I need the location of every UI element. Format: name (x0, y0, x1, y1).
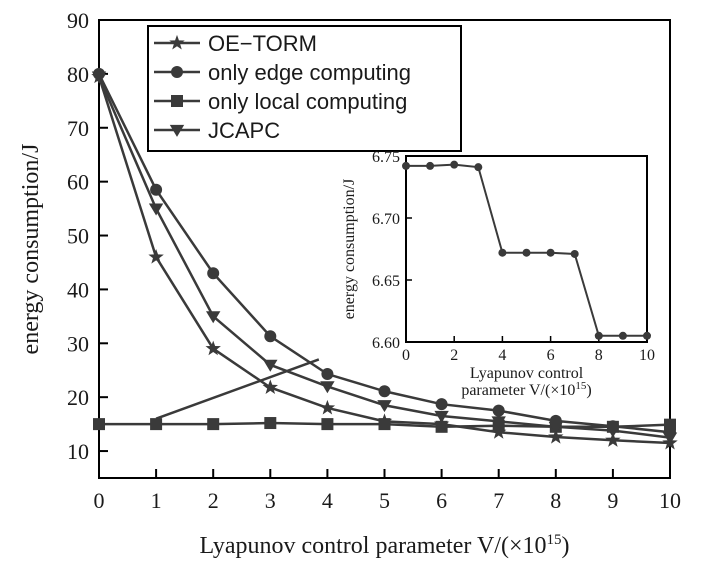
data-point (207, 267, 220, 280)
inset-data-point (570, 249, 579, 258)
y-tick-label: 90 (67, 8, 89, 33)
legend-label: JCAPC (208, 118, 280, 143)
data-point (264, 417, 277, 430)
x-tick-label: 10 (659, 488, 681, 513)
x-tick-label: 5 (379, 488, 390, 513)
legend-label: only local computing (208, 89, 407, 114)
inset-data-point (618, 331, 627, 340)
x-tick-label: 1 (151, 488, 162, 513)
data-point (434, 410, 449, 423)
legend-label: OE−TORM (208, 31, 317, 56)
inset-data-point (474, 163, 483, 172)
inset-x-tick-label: 4 (498, 347, 506, 364)
inset-x-tick-label: 2 (450, 347, 458, 364)
inset-x-axis-title-superscript: 15 (575, 380, 587, 392)
legend-marker (171, 95, 183, 107)
inset-data-point (498, 248, 507, 257)
data-point (206, 311, 221, 324)
data-point (548, 421, 563, 434)
inset-data-point (426, 161, 435, 170)
y-tick-label: 10 (67, 439, 89, 464)
legend-marker (171, 66, 183, 78)
data-point (264, 330, 277, 343)
x-tick-label: 9 (607, 488, 618, 513)
legend-marker (169, 34, 185, 50)
inset-y-axis-title: energy consumption/J (341, 179, 358, 320)
inset-x-tick-label: 6 (547, 347, 555, 364)
x-axis-title: Lyapunov control parameter V/(×1015) (200, 532, 570, 559)
data-point (320, 381, 335, 394)
inset-data-point (450, 160, 459, 169)
inset-y-tick-label: 6.60 (372, 335, 400, 352)
data-point (321, 418, 334, 431)
legend-box (147, 25, 462, 152)
y-tick-label: 70 (67, 116, 89, 141)
x-tick-label: 2 (208, 488, 219, 513)
inset-y-tick-label: 6.65 (372, 273, 400, 290)
inset-x-axis-title-close: ) (586, 382, 591, 399)
inset-data-point (643, 331, 651, 340)
inset-x-axis-title-text: parameter V/(×10 (461, 382, 575, 399)
inset-x-axis-title-line1: Lyapunov control (470, 365, 584, 382)
data-point (378, 385, 391, 398)
inset-pointer-line (155, 358, 320, 420)
x-tick-label: 8 (550, 488, 561, 513)
data-point (378, 418, 391, 431)
inset-data-point (402, 161, 410, 170)
inset-data-point (594, 331, 603, 340)
y-tick-label: 30 (67, 331, 89, 356)
data-point (148, 203, 164, 216)
data-point (150, 418, 163, 431)
data-point (148, 248, 164, 264)
inset-x-tick-label: 8 (595, 347, 603, 364)
y-tick-label: 40 (67, 277, 89, 302)
y-tick-label: 60 (67, 170, 89, 195)
data-point (321, 368, 334, 381)
inset-data-point (522, 248, 531, 257)
inset-y-tick-label: 6.70 (372, 211, 400, 228)
data-point (548, 428, 564, 444)
data-point (150, 183, 163, 196)
y-tick-label: 50 (67, 224, 89, 249)
data-point (205, 340, 221, 356)
inset-data-point (546, 248, 555, 257)
data-point (435, 420, 448, 433)
data-point (605, 432, 621, 447)
inset-x-tick-label: 0 (402, 347, 410, 364)
x-tick-label: 7 (493, 488, 504, 513)
data-point (664, 418, 676, 431)
data-point (262, 379, 278, 395)
x-axis-title-superscript: 15 (547, 532, 562, 548)
x-tick-label: 3 (265, 488, 276, 513)
y-tick-label: 80 (67, 62, 89, 87)
x-axis-title-close: ) (562, 533, 570, 559)
x-axis-title-text: Lyapunov control parameter V/(×10 (200, 533, 547, 559)
data-point (207, 418, 220, 431)
y-axis-title: energy consumption/J (18, 144, 44, 355)
data-point (93, 418, 105, 431)
y-tick-label: 20 (67, 385, 89, 410)
inset-x-tick-label: 10 (639, 347, 655, 364)
data-point (263, 359, 278, 372)
x-tick-label: 0 (94, 488, 105, 513)
data-point (319, 399, 336, 415)
x-tick-label: 6 (436, 488, 447, 513)
x-tick-label: 4 (322, 488, 333, 513)
inset-y-tick-label: 6.75 (372, 149, 400, 166)
data-point (91, 71, 107, 84)
legend-marker (169, 124, 185, 137)
data-point (491, 416, 506, 429)
data-point (377, 400, 392, 413)
legend-label: only edge computing (208, 60, 411, 85)
data-point (492, 404, 505, 417)
data-point (435, 398, 448, 411)
data-point (605, 425, 621, 438)
data-point (662, 432, 678, 445)
inset-x-axis-title-line2: parameter V/(×1015) (461, 380, 591, 399)
